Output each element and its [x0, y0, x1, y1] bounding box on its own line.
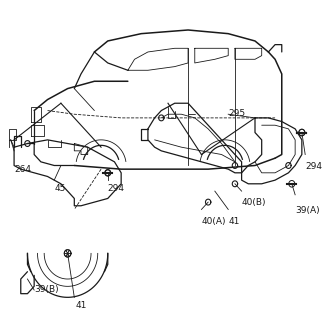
Text: 40(A): 40(A) [202, 217, 226, 226]
Text: 40(B): 40(B) [242, 198, 266, 207]
Text: 294: 294 [305, 162, 322, 171]
Text: 45: 45 [54, 184, 66, 193]
Text: 41: 41 [75, 301, 87, 310]
Text: 39(A): 39(A) [295, 206, 320, 215]
Text: 294: 294 [108, 184, 125, 193]
Text: 264: 264 [14, 165, 31, 174]
Text: 295: 295 [228, 109, 245, 118]
Text: 41: 41 [228, 217, 240, 226]
Text: 39(B): 39(B) [34, 285, 59, 294]
